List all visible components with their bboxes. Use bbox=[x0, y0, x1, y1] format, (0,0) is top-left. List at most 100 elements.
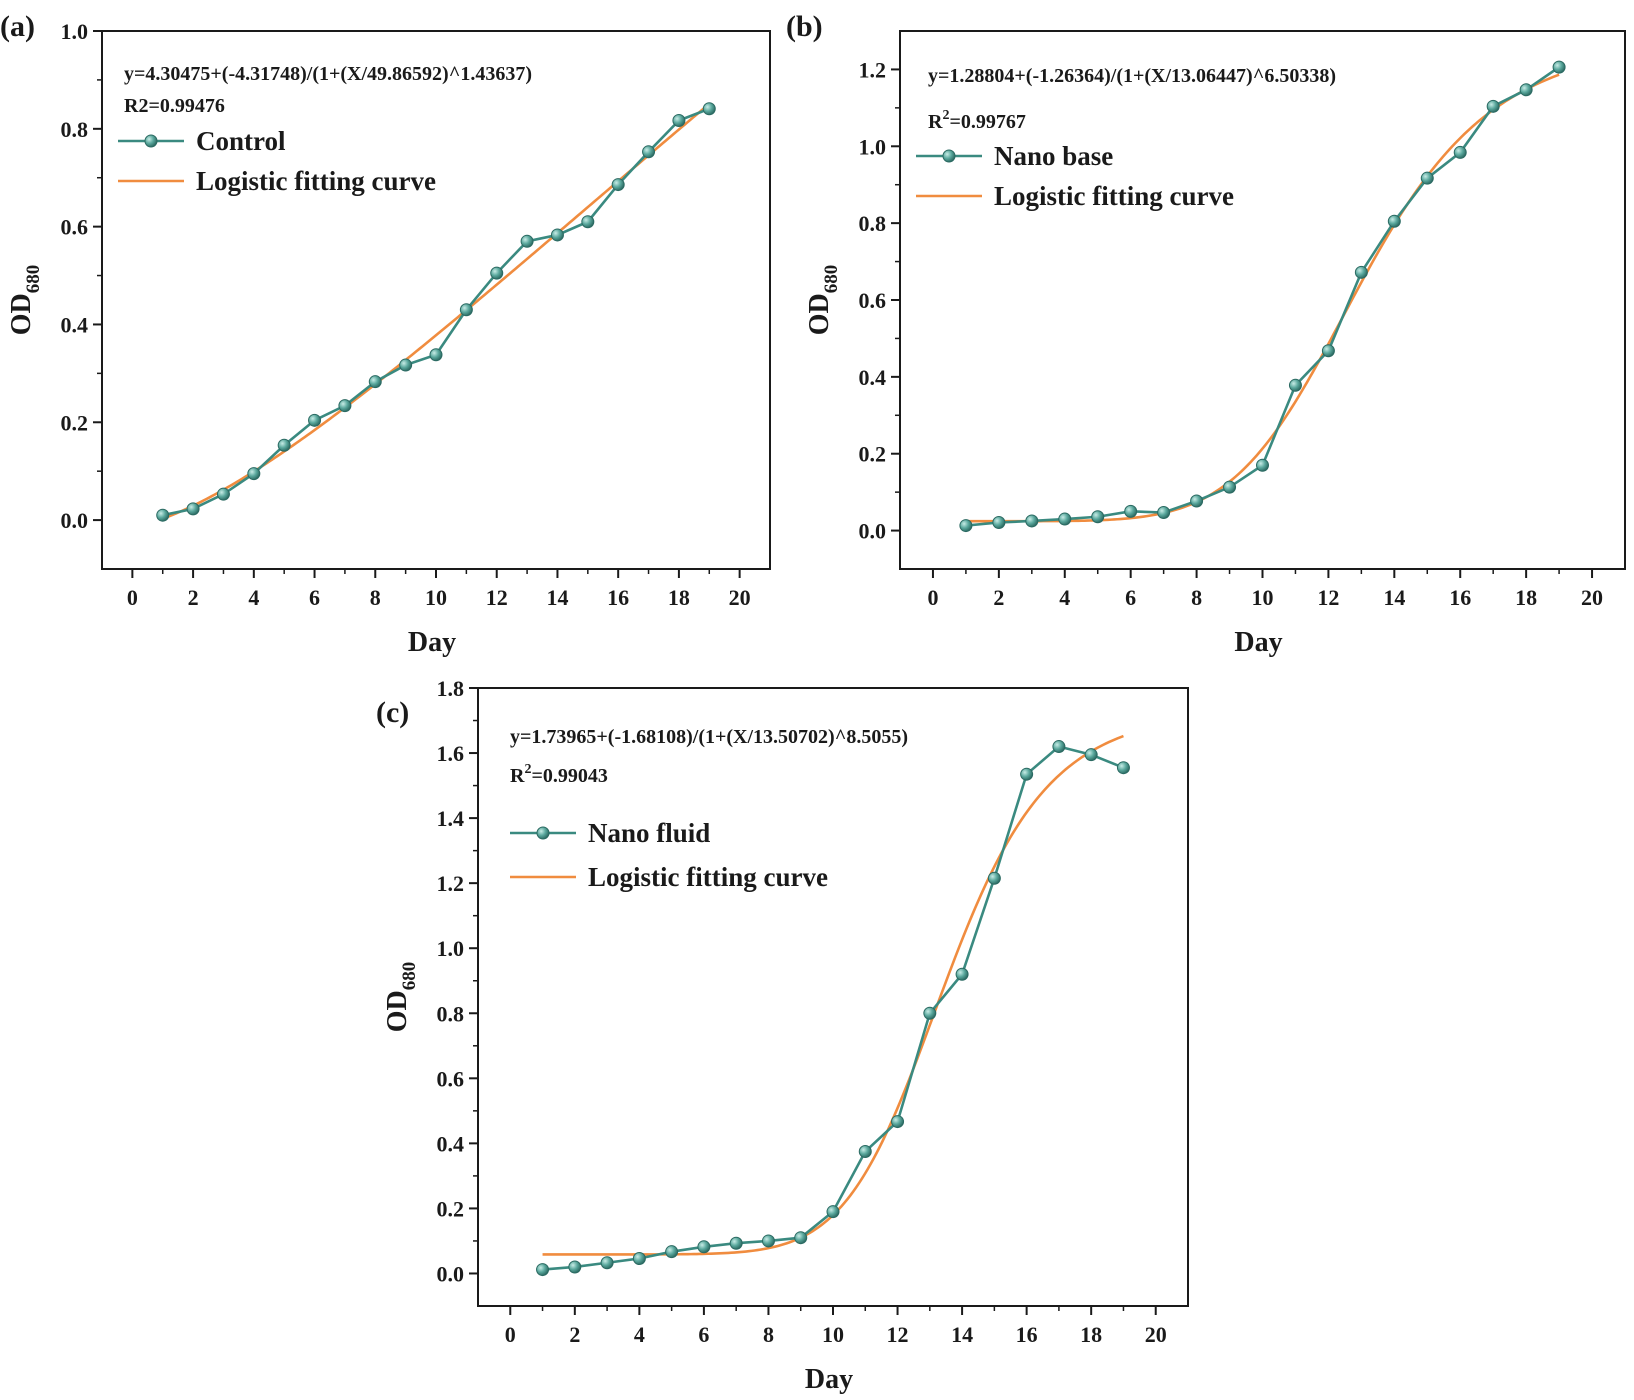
legend-fit-label: Logistic fitting curve bbox=[994, 181, 1234, 211]
y-tick-label: 0.8 bbox=[859, 211, 887, 236]
data-point bbox=[247, 467, 261, 481]
data-point bbox=[1025, 514, 1039, 528]
x-tick-label: 4 bbox=[248, 585, 259, 610]
legend-series-label: Nano fluid bbox=[588, 818, 710, 848]
y-axis-label: OD680 bbox=[382, 962, 420, 1033]
data-point bbox=[1420, 171, 1434, 185]
data-point bbox=[1321, 344, 1335, 358]
x-axis-label: Day bbox=[1234, 627, 1282, 658]
chart-panel-b: 0 2 4 6 8 10 12 14 16 18 20 0.0 0.2 0.4 0.6 0.8 1.0 1.2 Da… bbox=[786, 10, 1626, 658]
y-tick-label: 0.4 bbox=[437, 1131, 465, 1156]
data-point bbox=[761, 1234, 775, 1248]
x-tick-label: 0 bbox=[505, 1322, 516, 1347]
x-tick-label: 18 bbox=[1515, 585, 1537, 610]
data-point bbox=[1091, 510, 1105, 524]
x-tick-label: 2 bbox=[569, 1322, 580, 1347]
data-point bbox=[490, 266, 504, 280]
data-point bbox=[536, 1263, 550, 1277]
data-point bbox=[568, 1260, 582, 1274]
data-point bbox=[1387, 214, 1401, 228]
data-series-line bbox=[965, 66, 1560, 527]
y-tick-label: 0.0 bbox=[859, 519, 887, 544]
y-axis-label-main: OD bbox=[382, 990, 413, 1032]
data-point bbox=[642, 145, 656, 159]
x-tick-label: 16 bbox=[607, 585, 629, 610]
y-axis-label-sub: 680 bbox=[821, 265, 842, 294]
data-point bbox=[826, 1205, 840, 1219]
data-point bbox=[1190, 494, 1204, 508]
x-tick-label: 4 bbox=[1059, 585, 1070, 610]
data-point bbox=[672, 114, 686, 128]
data-point bbox=[1058, 512, 1072, 526]
r-squared: R2=0.99043 bbox=[510, 762, 608, 787]
panel-label: (c) bbox=[376, 696, 409, 729]
y-axis-label-main: OD bbox=[6, 293, 37, 335]
data-point bbox=[1486, 99, 1500, 113]
legend-series-label: Nano base bbox=[994, 141, 1113, 171]
data-point bbox=[987, 871, 1001, 885]
chart-panel-c: 0 2 4 6 8 10 12 14 16 18 20 0.0 0.2 0.4 0.6 0.8 1.0 1.2 1.… bbox=[376, 676, 1189, 1395]
chart-panel-a: 0 2 4 6 8 10 12 14 16 18 20 0.0 0.2 0.4 0.6 0.8 1.0 Day OD… bbox=[0, 10, 771, 658]
x-tick-label: 12 bbox=[486, 585, 508, 610]
x-tick-label: 8 bbox=[763, 1322, 774, 1347]
data-point bbox=[611, 178, 625, 192]
panel-label: (b) bbox=[786, 10, 823, 43]
data-point bbox=[1256, 458, 1269, 472]
x-tick-label: 10 bbox=[425, 585, 447, 610]
r-squared: R2=0.99476 bbox=[124, 95, 225, 117]
y-tick-label: 1.0 bbox=[859, 134, 887, 159]
data-point bbox=[1223, 480, 1237, 494]
x-tick-label: 6 bbox=[309, 585, 320, 610]
x-tick-label: 6 bbox=[698, 1322, 709, 1347]
data-point bbox=[794, 1231, 808, 1245]
x-tick-label: 20 bbox=[1581, 585, 1603, 610]
data-point bbox=[186, 502, 200, 516]
x-tick-label: 18 bbox=[668, 585, 690, 610]
x-tick-label: 2 bbox=[188, 585, 199, 610]
r-squared-value: =0.99767 bbox=[949, 111, 1025, 133]
y-tick-label: 0.0 bbox=[437, 1261, 465, 1286]
data-point bbox=[1020, 767, 1034, 781]
y-axis-label: OD680 bbox=[804, 265, 842, 336]
legend-fit-label: Logistic fitting curve bbox=[588, 862, 828, 892]
y-tick-label: 0.2 bbox=[859, 442, 887, 467]
y-axis-label-main: OD bbox=[804, 293, 835, 335]
data-point bbox=[729, 1236, 743, 1250]
y-tick-label: 0.4 bbox=[61, 312, 89, 337]
x-tick-label: 14 bbox=[546, 585, 568, 610]
r-squared-prefix: R2 bbox=[124, 95, 148, 117]
y-tick-label: 0.6 bbox=[437, 1066, 465, 1091]
r-squared-prefix: R bbox=[510, 765, 525, 787]
y-tick-label: 1.4 bbox=[437, 806, 465, 831]
data-point bbox=[923, 1006, 937, 1020]
y-axis-label: OD680 bbox=[6, 265, 44, 336]
data-point bbox=[632, 1252, 646, 1266]
y-tick-label: 0.6 bbox=[859, 288, 887, 313]
fit-equation: y=4.30475+(-4.31748)/(1+(X/49.86592)^1.4… bbox=[124, 63, 532, 85]
legend-series-label: Control bbox=[196, 126, 286, 156]
legend-series-marker bbox=[536, 826, 550, 840]
x-tick-label: 18 bbox=[1080, 1322, 1102, 1347]
x-tick-label: 2 bbox=[993, 585, 1004, 610]
data-point bbox=[459, 303, 473, 317]
x-tick-label: 0 bbox=[127, 585, 138, 610]
r-squared-sup: 2 bbox=[942, 108, 949, 123]
y-tick-label: 1.0 bbox=[61, 19, 89, 44]
fit-equation: y=1.28804+(-1.26364)/(1+(X/13.06447)^6.5… bbox=[928, 65, 1336, 87]
data-point bbox=[216, 487, 230, 501]
x-tick-label: 20 bbox=[1145, 1322, 1167, 1347]
data-point bbox=[1084, 748, 1098, 762]
r-squared: R2=0.99767 bbox=[928, 108, 1026, 133]
data-point bbox=[429, 348, 443, 362]
panel-label: (a) bbox=[0, 10, 35, 43]
data-point bbox=[550, 228, 564, 242]
legend-fit-label: Logistic fitting curve bbox=[196, 166, 436, 196]
y-tick-label: 0.4 bbox=[859, 365, 887, 390]
data-point bbox=[399, 358, 413, 372]
r-squared-value: =0.99043 bbox=[531, 765, 607, 787]
data-point bbox=[1519, 83, 1533, 97]
data-point bbox=[959, 519, 973, 533]
data-point bbox=[697, 1240, 711, 1254]
data-point bbox=[1288, 378, 1302, 392]
